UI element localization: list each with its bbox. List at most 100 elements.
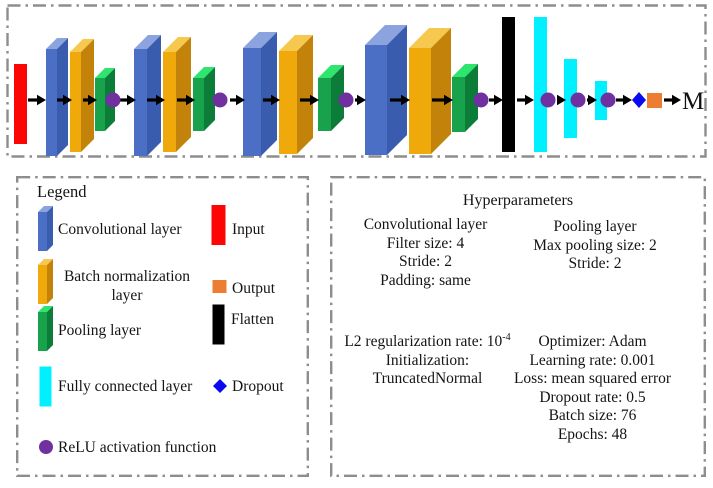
input-layer bbox=[14, 64, 27, 144]
fc-layer-1 bbox=[534, 17, 547, 152]
conv-layer-3-side-face bbox=[261, 32, 277, 156]
legend-label-fc: Fully connected layer bbox=[58, 378, 193, 395]
batchnorm-layer-4-top-face bbox=[409, 28, 451, 48]
flow-arrow-head bbox=[557, 94, 566, 106]
legend-label-pool: Pooling layer bbox=[58, 322, 142, 339]
legend-label-bn: Batch normalization layer bbox=[63, 268, 191, 304]
flow-arrow-head bbox=[494, 94, 503, 106]
conv-layer-1-side-face bbox=[57, 38, 68, 156]
fc-layer-2 bbox=[564, 59, 577, 138]
batchnorm-layer-3-side-face bbox=[297, 35, 313, 154]
hp-line: Initialization: bbox=[385, 351, 470, 369]
pool-slab bbox=[38, 312, 47, 351]
hyperparameters-panel: Hyperparameters Convolutional layer Filt… bbox=[330, 176, 706, 477]
batchnorm-layer-1 bbox=[70, 52, 81, 152]
flow-arrow-head bbox=[63, 94, 72, 106]
flow-arrow-head bbox=[156, 94, 165, 106]
hyperparameters-border bbox=[330, 176, 706, 477]
batch-normalization-layer-icon bbox=[38, 259, 53, 304]
flow-arrow-head bbox=[672, 94, 681, 106]
pooling-layer-1 bbox=[95, 78, 105, 131]
pooling-layer-1-top-face bbox=[95, 68, 115, 78]
legend-label-input: Input bbox=[232, 221, 265, 238]
conv-layer-2 bbox=[134, 49, 147, 156]
hp-line: Batch size: 76 bbox=[548, 407, 637, 424]
flow-arrow-head bbox=[444, 94, 453, 106]
pool-slab-side-face bbox=[47, 306, 53, 351]
legend-title: Legend bbox=[37, 182, 87, 201]
batchnorm-layer-4 bbox=[409, 48, 431, 154]
batchnorm-layer-1-side-face bbox=[81, 39, 94, 152]
pooling-layer-4 bbox=[452, 77, 465, 132]
flow-arrow-head bbox=[401, 94, 410, 106]
pooling-layer-4-top-face bbox=[452, 64, 478, 77]
hp-line: Padding: same bbox=[380, 271, 471, 289]
hp-line: TruncatedNormal bbox=[372, 370, 483, 387]
diagram-border bbox=[6, 4, 707, 158]
pooling-layer-4-side-face bbox=[465, 64, 478, 132]
batchnorm-layer-3-top-face bbox=[279, 35, 313, 51]
hp-line-l2: L2 regularization rate: 10-4 bbox=[330, 332, 525, 352]
hp-line: Loss: mean squared error bbox=[513, 370, 672, 387]
pooling-layer-2-side-face bbox=[204, 67, 215, 131]
conv-layer-4 bbox=[365, 45, 387, 155]
pooling-layer-3-top-face bbox=[318, 65, 344, 78]
relu-3 bbox=[338, 92, 354, 108]
relu-2 bbox=[212, 92, 228, 108]
fully-connected-layer-icon bbox=[39, 366, 52, 407]
hp-line: Convolutional layer bbox=[363, 216, 488, 233]
flow-arrow-head bbox=[525, 94, 534, 106]
conv-layer-3 bbox=[243, 48, 261, 156]
input-icon bbox=[211, 205, 226, 245]
conv-layer-1 bbox=[46, 49, 57, 156]
batchnorm-layer-2-top-face bbox=[163, 37, 191, 52]
pooling-layer-icon bbox=[38, 306, 53, 351]
batchnorm-layer-4-side-face bbox=[431, 28, 451, 154]
hp-line: Filter size: 4 bbox=[386, 234, 465, 252]
hyperparameters-title: Hyperparameters bbox=[462, 192, 574, 209]
legend-label-flatten: Flatten bbox=[231, 311, 275, 328]
hp-line: Max pooling size: 2 bbox=[533, 236, 657, 254]
hp-line: Learning rate: 0.001 bbox=[529, 351, 656, 369]
pool-slab-top-face bbox=[38, 306, 53, 312]
architecture-diagram: M bbox=[6, 4, 707, 158]
flow-arrow-head bbox=[588, 94, 597, 106]
training-hyperparams: Optimizer: Adam Learning rate: 0.001 Los… bbox=[485, 333, 700, 444]
batchnorm-layer-3 bbox=[279, 51, 297, 154]
bn-slab-side-face bbox=[47, 259, 53, 304]
legend-label-output: Output bbox=[232, 280, 276, 297]
flatten-layer bbox=[502, 17, 515, 152]
relu-4 bbox=[473, 92, 489, 108]
pooling-layer-3-side-face bbox=[331, 65, 344, 131]
flow-arrow-head bbox=[88, 94, 97, 106]
flow-arrow-head bbox=[186, 94, 195, 106]
relu-5 bbox=[540, 92, 556, 108]
relu-1 bbox=[105, 92, 121, 108]
flow-arrow-head bbox=[357, 94, 366, 106]
relu-6 bbox=[570, 92, 586, 108]
flow-arrow-head bbox=[310, 94, 319, 106]
flow-arrow-head bbox=[127, 94, 136, 106]
batchnorm-layer-1-top-face bbox=[70, 39, 94, 52]
convolutional-layer-icon bbox=[38, 206, 53, 251]
bn-slab-top-face bbox=[38, 259, 53, 265]
flow-arrow-head bbox=[271, 94, 280, 106]
flow-arrow-head bbox=[37, 94, 46, 106]
legend-panel: Legend Convolutional layer Input Batch n… bbox=[16, 176, 309, 477]
conv-hyperparams: Convolutional layer Filter size: 4 Strid… bbox=[338, 216, 513, 290]
hp-line: Stride: 2 bbox=[568, 255, 622, 272]
relu-7 bbox=[600, 92, 616, 108]
conv-layer-3-top-face bbox=[243, 32, 277, 48]
hp-line: Pooling layer bbox=[553, 218, 637, 235]
conv-slab-top-face bbox=[38, 206, 53, 212]
pooling-layer-2 bbox=[193, 78, 204, 131]
hp-line: Stride: 2 bbox=[399, 253, 452, 270]
conv-slab-side-face bbox=[47, 206, 53, 251]
conv-layer-4-top-face bbox=[365, 25, 407, 45]
output-label: M bbox=[682, 88, 704, 115]
pooling-layer-3 bbox=[318, 78, 331, 131]
batchnorm-layer-2 bbox=[163, 52, 176, 152]
conv-layer-4-side-face bbox=[387, 25, 407, 155]
flow-arrow-head bbox=[236, 94, 245, 106]
